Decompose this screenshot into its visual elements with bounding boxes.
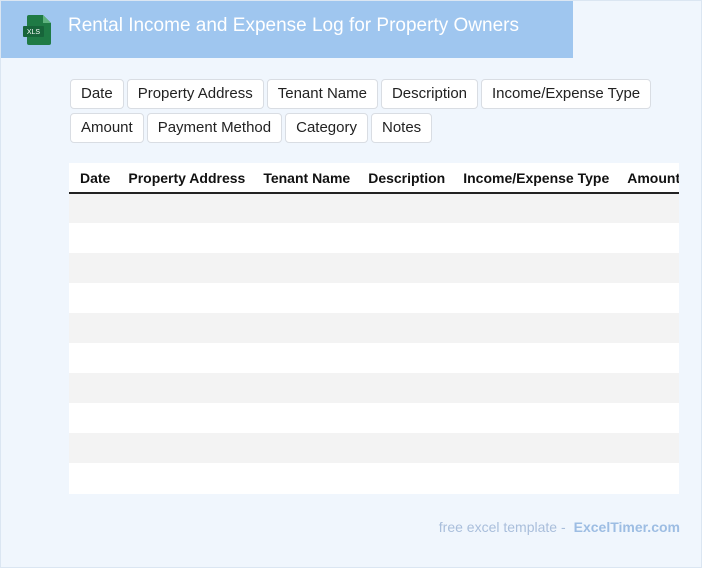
table-cell: [616, 223, 679, 253]
column-header: Date: [69, 163, 118, 194]
table-cell: [357, 313, 452, 343]
table-cell: [452, 223, 616, 253]
table-row: [69, 313, 679, 343]
table-row: [69, 463, 679, 493]
table-cell: [616, 253, 679, 283]
table-cell: [616, 343, 679, 373]
table-row: [69, 433, 679, 463]
table-cell: [117, 253, 252, 283]
table-cell: [357, 433, 452, 463]
table-cell: [117, 403, 252, 433]
table-row: [69, 373, 679, 403]
table-container: Date Property Address Tenant Name Descripti…: [69, 163, 679, 494]
table-cell: [252, 433, 357, 463]
table-cell: [357, 463, 452, 493]
table-cell: [117, 193, 252, 223]
table-cell: [252, 313, 357, 343]
header-row: Date Property Address Tenant Name Descripti…: [69, 163, 679, 194]
table-cell: [252, 283, 357, 313]
header-bar: XLS Rental Income and Expense Log for Pr…: [1, 1, 573, 58]
footer: free excel template - ExcelTimer.com: [439, 519, 680, 535]
column-tag[interactable]: Income/Expense Type: [481, 79, 652, 109]
table-row: [69, 253, 679, 283]
table-row: [69, 193, 679, 223]
table-cell: [117, 433, 252, 463]
table-cell: [117, 283, 252, 313]
column-header: Tenant Name: [252, 163, 358, 194]
column-tags: Date Property Address Tenant Name Descripti…: [70, 79, 660, 143]
table-cell: [252, 193, 357, 223]
table-cell: [357, 343, 452, 373]
column-tag[interactable]: Tenant Name: [266, 79, 378, 109]
table-cell: [452, 403, 616, 433]
table-cell: [357, 253, 452, 283]
table-cell: [357, 403, 452, 433]
table-row: [69, 403, 679, 433]
table-cell: [452, 283, 616, 313]
table-cell: [616, 373, 679, 403]
table-row: [69, 343, 679, 373]
table-cell: [117, 343, 252, 373]
table-cell: [452, 463, 616, 493]
table-cell: [117, 463, 252, 493]
table-cell: [452, 253, 616, 283]
table-cell: [252, 223, 357, 253]
table-cell: [616, 283, 679, 313]
table-cell: [69, 253, 117, 283]
column-header: Income/Expense Type: [452, 163, 617, 194]
table-cell: [357, 193, 452, 223]
table-cell: [252, 373, 357, 403]
table-cell: [252, 463, 357, 493]
column-tag[interactable]: Payment Method: [146, 113, 283, 143]
table-cell: [252, 253, 357, 283]
xls-icon: XLS: [23, 15, 51, 45]
column-tag[interactable]: Property Address: [126, 79, 264, 109]
column-header: Amount: [616, 163, 679, 194]
table-cell: [69, 283, 117, 313]
column-tag[interactable]: Category: [285, 113, 368, 143]
table-cell: [452, 433, 616, 463]
table-cell: [452, 343, 616, 373]
table-cell: [69, 373, 117, 403]
column-header: Property Address: [117, 163, 253, 194]
table-cell: [616, 463, 679, 493]
table-cell: [69, 343, 117, 373]
table-cell: [252, 403, 357, 433]
table-cell: [69, 193, 117, 223]
table-row: [69, 283, 679, 313]
table-cell: [69, 433, 117, 463]
table-cell: [357, 373, 452, 403]
column-tag[interactable]: Description: [380, 79, 478, 109]
column-header: Description: [357, 163, 453, 194]
table-cell: [616, 433, 679, 463]
column-tag[interactable]: Notes: [370, 113, 433, 143]
column-tag[interactable]: Amount: [70, 113, 144, 143]
page-title: Rental Income and Expense Log for Proper…: [68, 15, 519, 36]
table-row: [69, 223, 679, 253]
table-cell: [616, 313, 679, 343]
table-cell: [117, 313, 252, 343]
column-tag[interactable]: Date: [70, 79, 124, 109]
log-table: Date Property Address Tenant Name Descripti…: [69, 163, 679, 493]
table-cell: [117, 223, 252, 253]
table-cell: [69, 403, 117, 433]
table-cell: [452, 373, 616, 403]
table-cell: [452, 193, 616, 223]
table-cell: [69, 463, 117, 493]
icon-label: XLS: [27, 29, 41, 36]
table-cell: [69, 313, 117, 343]
table-cell: [252, 343, 357, 373]
table-cell: [357, 283, 452, 313]
footer-text: free excel template -: [438, 519, 566, 535]
table-cell: [452, 313, 616, 343]
table-cell: [616, 193, 679, 223]
table-cell: [117, 373, 252, 403]
footer-link[interactable]: ExcelTimer.com: [573, 519, 680, 535]
table-cell: [357, 223, 452, 253]
table-cell: [616, 403, 679, 433]
table-cell: [69, 223, 117, 253]
